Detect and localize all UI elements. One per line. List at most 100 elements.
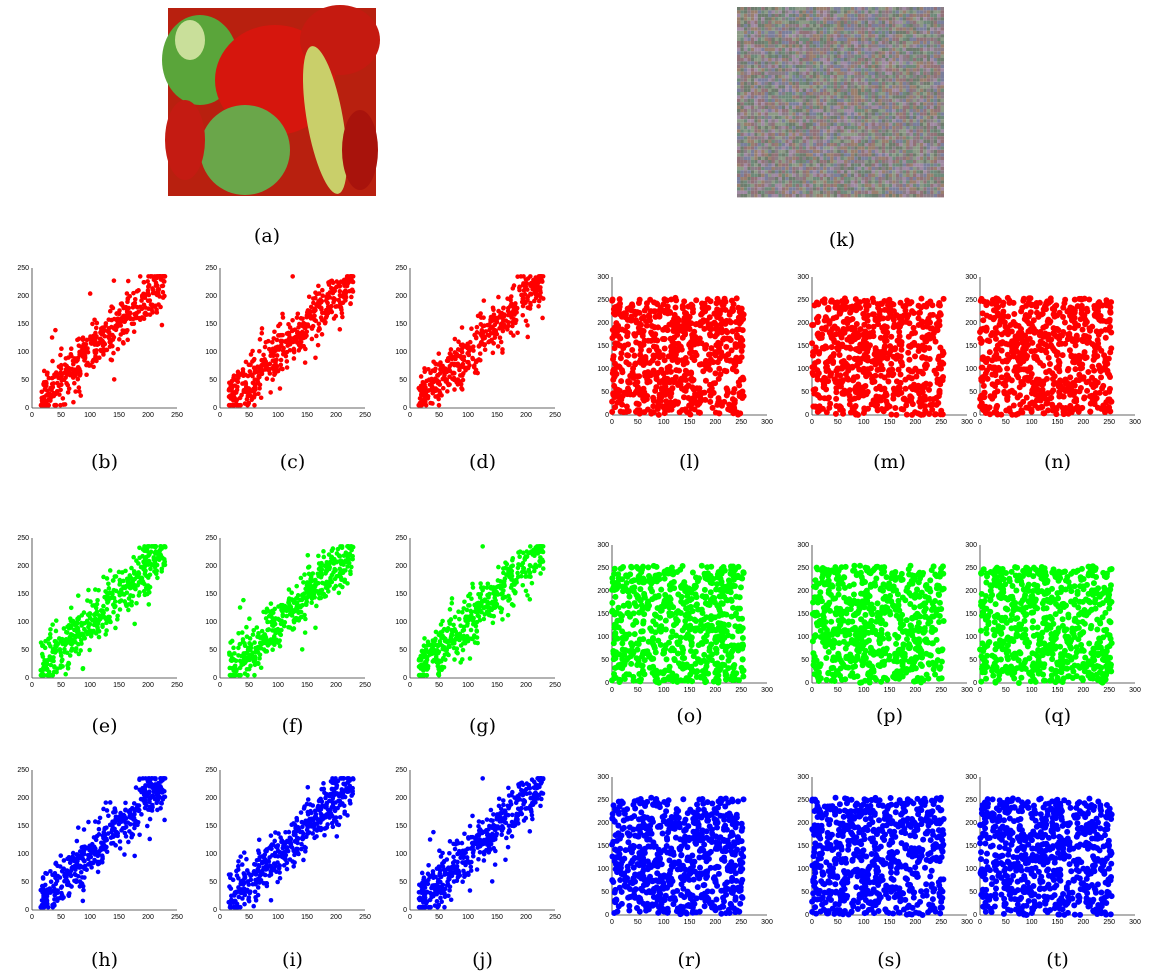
pixel <box>913 106 916 109</box>
point <box>95 321 100 326</box>
pixel <box>768 72 771 75</box>
pixel <box>772 119 775 122</box>
pixel <box>744 174 747 177</box>
pixel <box>861 85 864 88</box>
pixel <box>751 146 754 149</box>
pixel <box>768 119 771 122</box>
point <box>267 347 272 352</box>
pixel <box>820 48 823 51</box>
pixel <box>747 140 750 143</box>
point <box>293 327 298 332</box>
pixel <box>747 167 750 170</box>
pixel <box>844 65 847 68</box>
pixel <box>768 48 771 51</box>
pixel <box>806 92 809 95</box>
pixel <box>785 51 788 54</box>
pixel <box>837 177 840 180</box>
pixel <box>820 44 823 47</box>
pixel <box>775 116 778 119</box>
pixel <box>827 68 830 71</box>
pixel <box>875 194 878 197</box>
pixel <box>844 51 847 54</box>
pixel <box>875 187 878 190</box>
pixel <box>799 177 802 180</box>
pixel <box>896 10 899 13</box>
pixel <box>844 85 847 88</box>
pixel <box>737 85 740 88</box>
pixel <box>754 112 757 115</box>
pixel <box>865 82 868 85</box>
pixel <box>896 160 899 163</box>
point <box>161 290 166 295</box>
point <box>333 304 338 309</box>
y-tick-label: 250 <box>17 265 29 272</box>
pixel <box>834 194 837 197</box>
pixel <box>847 17 850 20</box>
pixel <box>847 167 850 170</box>
pixel <box>906 92 909 95</box>
pixel <box>875 180 878 183</box>
pixel <box>747 180 750 183</box>
pixel <box>916 106 919 109</box>
pixel <box>913 116 916 119</box>
pixel <box>885 27 888 30</box>
pixel <box>799 129 802 132</box>
pixel <box>758 187 761 190</box>
point <box>140 554 145 559</box>
pixel <box>934 72 937 75</box>
pixel <box>806 170 809 173</box>
point <box>515 274 520 279</box>
pixel <box>744 102 747 105</box>
pixel <box>820 143 823 146</box>
pixel <box>882 174 885 177</box>
pixel <box>785 34 788 37</box>
pixel <box>837 95 840 98</box>
pixel <box>785 27 788 30</box>
pixel <box>827 180 830 183</box>
pixel <box>906 157 909 160</box>
pixel <box>785 167 788 170</box>
pixel <box>754 102 757 105</box>
pixel <box>920 44 923 47</box>
pixel <box>910 109 913 112</box>
point <box>332 296 337 301</box>
pixel <box>782 136 785 139</box>
pixel <box>930 167 933 170</box>
point <box>70 371 75 376</box>
pixel <box>875 150 878 153</box>
pixel <box>837 129 840 132</box>
pixel <box>827 95 830 98</box>
pixel <box>775 99 778 102</box>
pixel <box>820 34 823 37</box>
pixel <box>740 24 743 27</box>
pixel <box>868 180 871 183</box>
pixel <box>758 78 761 81</box>
pixel <box>885 143 888 146</box>
pixel <box>809 109 812 112</box>
pixel <box>858 78 861 81</box>
pixel <box>841 95 844 98</box>
pixel <box>851 140 854 143</box>
pixel <box>816 112 819 115</box>
pixel <box>834 95 837 98</box>
pixel <box>930 68 933 71</box>
pixel <box>782 167 785 170</box>
pixel <box>892 21 895 24</box>
pixel <box>765 146 768 149</box>
point <box>279 340 284 345</box>
pixel <box>799 150 802 153</box>
pixel <box>809 17 812 20</box>
pixel <box>934 17 937 20</box>
pixel <box>868 89 871 92</box>
pixel <box>858 143 861 146</box>
pixel <box>896 68 899 71</box>
pixel <box>803 146 806 149</box>
pixel <box>768 21 771 24</box>
pixel <box>906 7 909 10</box>
point <box>459 343 464 348</box>
pixel <box>778 7 781 10</box>
pixel <box>923 184 926 187</box>
pixel <box>851 7 854 10</box>
pixel <box>903 119 906 122</box>
pixel <box>878 65 881 68</box>
